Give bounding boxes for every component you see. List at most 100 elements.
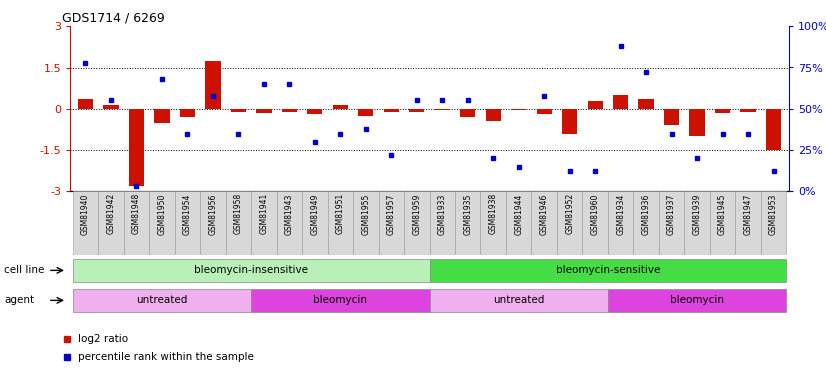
Bar (766, 109, 781, 150)
Text: GSM81960: GSM81960 (591, 193, 600, 234)
Text: GSM81942: GSM81942 (107, 193, 116, 234)
Bar (174, 191, 200, 255)
Text: GSM81952: GSM81952 (565, 193, 574, 234)
Text: bleomycin: bleomycin (313, 296, 368, 305)
Bar (200, 191, 225, 255)
Text: GSM81955: GSM81955 (361, 193, 370, 234)
Text: GSM81939: GSM81939 (692, 193, 701, 234)
Text: untreated: untreated (136, 296, 188, 305)
Bar (124, 191, 150, 255)
Text: GSM81957: GSM81957 (387, 193, 396, 234)
Bar (328, 191, 353, 255)
Bar (740, 109, 756, 111)
Bar (761, 191, 786, 255)
Bar (531, 191, 557, 255)
Bar (506, 191, 531, 255)
Text: GSM81934: GSM81934 (616, 193, 625, 234)
Text: GSM81935: GSM81935 (463, 193, 472, 234)
Bar (150, 191, 174, 255)
Bar (486, 109, 501, 121)
Bar (434, 109, 450, 110)
Text: GSM81958: GSM81958 (234, 193, 243, 234)
Bar (378, 191, 404, 255)
Bar (735, 191, 761, 255)
Bar (353, 191, 378, 255)
Text: bleomycin-insensitive: bleomycin-insensitive (194, 266, 308, 275)
Bar (685, 191, 710, 255)
Bar (690, 109, 705, 136)
Bar (404, 191, 430, 255)
Bar (659, 191, 685, 255)
Bar (251, 289, 430, 312)
Text: GSM81950: GSM81950 (158, 193, 167, 234)
Bar (430, 191, 455, 255)
Text: GSM81936: GSM81936 (642, 193, 651, 234)
Text: GSM81953: GSM81953 (769, 193, 778, 234)
Text: bleomycin: bleomycin (670, 296, 724, 305)
Bar (282, 109, 297, 111)
Text: percentile rank within the sample: percentile rank within the sample (78, 352, 254, 362)
Bar (230, 109, 246, 111)
Text: GSM81933: GSM81933 (438, 193, 447, 234)
Text: GDS1714 / 6269: GDS1714 / 6269 (62, 11, 164, 24)
Bar (710, 191, 735, 255)
Text: GSM81937: GSM81937 (667, 193, 676, 234)
Text: GSM81940: GSM81940 (81, 193, 90, 234)
Bar (638, 99, 653, 109)
Bar (225, 191, 251, 255)
Text: untreated: untreated (493, 296, 544, 305)
Text: GSM81938: GSM81938 (489, 193, 498, 234)
Bar (613, 95, 629, 109)
Text: GSM81951: GSM81951 (336, 193, 344, 234)
Bar (251, 191, 277, 255)
Bar (409, 109, 425, 111)
Text: agent: agent (4, 296, 34, 305)
Bar (333, 105, 348, 109)
Bar (481, 191, 506, 255)
Bar (103, 105, 119, 109)
Bar (608, 191, 634, 255)
Bar (73, 191, 98, 255)
Bar (582, 191, 608, 255)
Bar (608, 289, 786, 312)
Bar (129, 109, 144, 186)
Bar (511, 109, 526, 110)
Text: GSM81959: GSM81959 (412, 193, 421, 234)
Text: GSM81941: GSM81941 (259, 193, 268, 234)
Text: GSM81948: GSM81948 (132, 193, 141, 234)
Bar (537, 109, 552, 114)
Text: GSM81946: GSM81946 (539, 193, 548, 234)
Bar (634, 191, 659, 255)
Bar (307, 109, 322, 114)
Bar (557, 191, 582, 255)
Bar (455, 191, 481, 255)
Bar (154, 109, 169, 123)
Text: GSM81943: GSM81943 (285, 193, 294, 234)
Bar (206, 61, 221, 109)
Text: bleomycin-sensitive: bleomycin-sensitive (556, 266, 660, 275)
Text: GSM81956: GSM81956 (208, 193, 217, 234)
Bar (277, 191, 302, 255)
Text: GSM81954: GSM81954 (183, 193, 192, 234)
Bar (302, 191, 328, 255)
Bar (562, 109, 577, 134)
Bar (664, 109, 679, 125)
Bar (358, 109, 373, 115)
Text: cell line: cell line (4, 266, 45, 275)
Bar (383, 109, 399, 111)
Bar (98, 191, 124, 255)
Bar (73, 289, 251, 312)
Bar (78, 99, 93, 109)
Text: GSM81945: GSM81945 (718, 193, 727, 234)
Text: log2 ratio: log2 ratio (78, 334, 128, 344)
Bar (180, 109, 195, 117)
Bar (460, 109, 476, 117)
Bar (430, 259, 786, 282)
Text: GSM81949: GSM81949 (311, 193, 320, 234)
Bar (715, 109, 730, 113)
Text: GSM81947: GSM81947 (743, 193, 752, 234)
Bar (430, 289, 608, 312)
Bar (73, 259, 430, 282)
Text: GSM81944: GSM81944 (515, 193, 523, 234)
Bar (587, 100, 603, 109)
